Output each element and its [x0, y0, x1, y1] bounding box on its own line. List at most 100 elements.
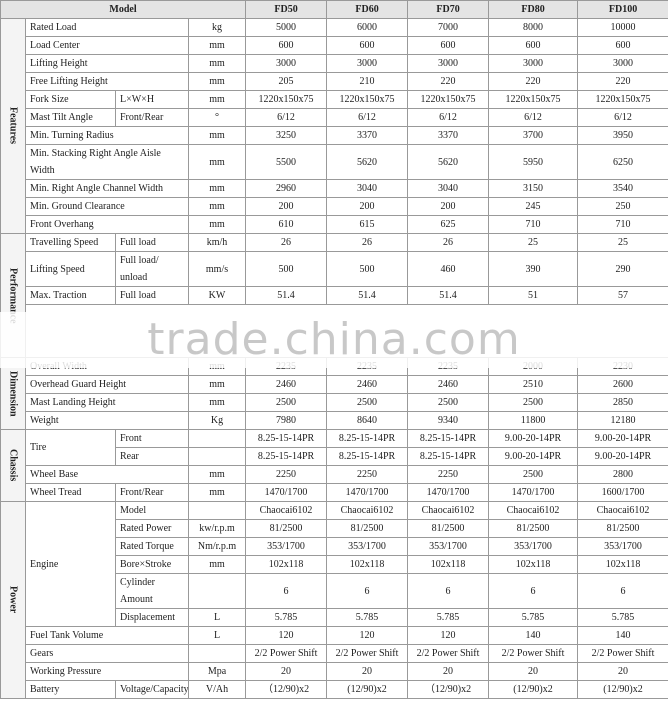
value-cell: 7980	[245, 411, 328, 430]
value-cell: 2/2 Power Shift	[245, 644, 328, 663]
value-cell: 1220x150x75	[577, 90, 668, 109]
value-cell: 51	[488, 286, 579, 305]
value-cell: 140	[488, 626, 579, 645]
value-cell: 3540	[577, 179, 668, 198]
unit: mm	[187, 126, 247, 145]
value-cell: 9.00-20-14PR	[577, 429, 668, 448]
value-cell: 3000	[245, 54, 328, 73]
value-cell: 140	[577, 626, 668, 645]
value-cell: 600	[326, 36, 409, 55]
group-label: Power	[0, 501, 26, 699]
value-cell: 200	[245, 197, 328, 216]
model-name: FD70	[407, 0, 490, 19]
value-cell: 2960	[245, 179, 328, 198]
value-cell: 3000	[326, 54, 409, 73]
value-cell: 3370	[407, 126, 490, 145]
value-cell: 8640	[326, 411, 409, 430]
value-cell: 220	[407, 72, 490, 91]
table-row: Overhead Guard Height mm 2460 2460 2460 2510 2…	[1, 375, 668, 394]
value-cell: 610	[245, 215, 328, 234]
value-cell: 81/2500	[407, 519, 490, 538]
unit: L	[187, 626, 247, 645]
table-row: Lifting Speed Full load/ unload mm/s 500 500…	[1, 251, 668, 287]
unit: V/Ah	[187, 680, 247, 699]
empty-cell	[187, 644, 247, 663]
value-cell: 6/12	[407, 108, 490, 127]
table-row: Load Center mm 600 600 600 600 600	[1, 36, 668, 55]
value-cell: 3950	[577, 126, 668, 145]
value-cell: 2510	[488, 375, 579, 394]
value-cell: 290	[577, 251, 668, 287]
value-cell: 102x118	[326, 555, 409, 574]
value-cell: （12/90)x2	[407, 680, 490, 699]
table-row: Lifting Height mm 3000 3000 3000 3000 3000	[1, 54, 668, 73]
value-cell: 220	[577, 72, 668, 91]
unit: mm	[187, 72, 247, 91]
table-row: Model FD50 FD60 FD70 FD80 FD100	[0, 0, 668, 19]
value-cell: 5620	[326, 144, 409, 180]
sub-parameter: Bore×Stroke	[115, 555, 189, 574]
table-row: Fork Size L×W×H mm 1220x150x75 1220x150x75 12…	[1, 90, 668, 109]
value-cell: 600	[407, 36, 490, 55]
value-cell: 1220x150x75	[407, 90, 490, 109]
value-cell: 353/1700	[407, 537, 490, 556]
value-cell: 500	[326, 251, 409, 287]
value-cell: 2250	[326, 465, 409, 484]
table-row: Wheel Tread Front/Rear mm 1470/1700 1470/170…	[1, 483, 668, 502]
table-row: Cylinder Amount 6 6 6 6 6	[1, 573, 668, 609]
table-row: Rated Power kw/r.p.m 81/2500 81/2500 81/2500…	[1, 519, 668, 538]
value-cell: 6	[326, 573, 409, 609]
value-cell: Chaocai6102	[577, 501, 668, 520]
value-cell: Chaocai6102	[488, 501, 579, 520]
value-cell: 2500	[488, 393, 579, 412]
value-cell: 5.785	[577, 608, 668, 627]
value-cell: 3000	[407, 54, 490, 73]
table-row: Power Engine Model Chaocai6102 Chaocai6102 Ch…	[0, 501, 668, 699]
value-cell: 5.785	[488, 608, 579, 627]
parameter: Gears	[25, 644, 189, 663]
unit: mm	[187, 555, 247, 574]
parameter: Mast Tilt Angle	[25, 108, 116, 127]
parameter: Wheel Tread	[25, 483, 116, 502]
parameter: Front Overhang	[25, 215, 189, 234]
value-cell: 102x118	[407, 555, 490, 574]
group-label: Features	[0, 18, 26, 234]
value-cell: 81/2500	[245, 519, 328, 538]
value-cell: 3700	[488, 126, 579, 145]
value-cell: 81/2500	[577, 519, 668, 538]
model-name: FD50	[245, 0, 328, 19]
value-cell: (12/90)x2	[577, 680, 668, 699]
value-cell: 7000	[407, 18, 490, 37]
value-cell: 12180	[577, 411, 668, 430]
value-cell: 250	[577, 197, 668, 216]
value-cell: 1470/1700	[488, 483, 579, 502]
empty-cell	[187, 447, 247, 466]
value-cell: 9.00-20-14PR	[488, 429, 579, 448]
unit: mm	[187, 54, 247, 73]
value-cell: 1470/1700	[245, 483, 328, 502]
value-cell: 8.25-15-14PR	[326, 447, 409, 466]
value-cell: 8.25-15-14PR	[407, 429, 490, 448]
value-cell: 5950	[488, 144, 579, 180]
unit: mm	[187, 465, 247, 484]
unit: mm	[187, 36, 247, 55]
value-cell: 353/1700	[326, 537, 409, 556]
table-row: Battery Voltage/Capacity V/Ah （12/90)x2 (12/…	[1, 680, 668, 699]
value-cell: 5.785	[245, 608, 328, 627]
value-cell: 8.25-15-14PR	[326, 429, 409, 448]
table-row: Weight Kg 7980 8640 9340 11800 12180	[1, 411, 668, 430]
value-cell: 102x118	[245, 555, 328, 574]
table-row: Performance Travelling Speed Full load km/h…	[0, 233, 668, 358]
table-row: Min. Stacking Right Angle Aisle Width mm 5…	[1, 144, 668, 180]
value-cell: 81/2500	[488, 519, 579, 538]
value-cell: (12/90)x2	[488, 680, 579, 699]
value-cell: 51.4	[245, 286, 328, 305]
value-cell: 1470/1700	[326, 483, 409, 502]
unit: mm	[187, 90, 247, 109]
value-cell: 3370	[326, 126, 409, 145]
value-cell: 2460	[407, 375, 490, 394]
table-row: Mast Landing Height mm 2500 2500 2500 2500 285…	[1, 393, 668, 412]
table-row: Rear 8.25-15-14PR 8.25-15-14PR 8.25-15-14PR…	[1, 447, 668, 466]
table-row: Bore×Stroke mm 102x118 102x118 102x118 102x11…	[1, 555, 668, 574]
value-cell: 2/2 Power Shift	[577, 644, 668, 663]
